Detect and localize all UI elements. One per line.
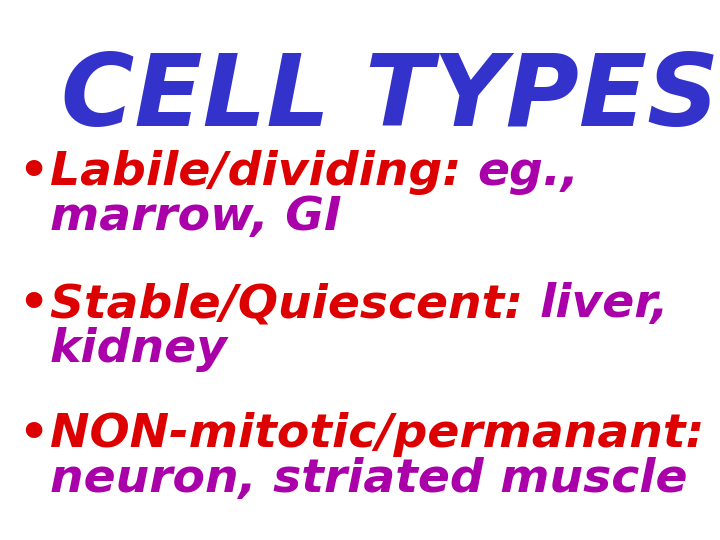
Text: marrow, GI: marrow, GI xyxy=(50,195,341,240)
Text: CELL TYPES: CELL TYPES xyxy=(61,50,719,147)
Text: eg.,: eg., xyxy=(478,150,580,195)
Text: NON-mitotic/permanant:: NON-mitotic/permanant: xyxy=(50,412,720,457)
Text: Labile/dividing:: Labile/dividing: xyxy=(50,150,478,195)
Text: kidney: kidney xyxy=(50,327,228,372)
Text: Stable/Quiescent:: Stable/Quiescent: xyxy=(50,282,539,327)
Text: neuron, striated muscle: neuron, striated muscle xyxy=(50,457,688,502)
Text: liver,: liver, xyxy=(539,282,669,327)
Text: •: • xyxy=(18,412,48,457)
Text: •: • xyxy=(18,150,48,195)
Text: •: • xyxy=(18,282,48,327)
